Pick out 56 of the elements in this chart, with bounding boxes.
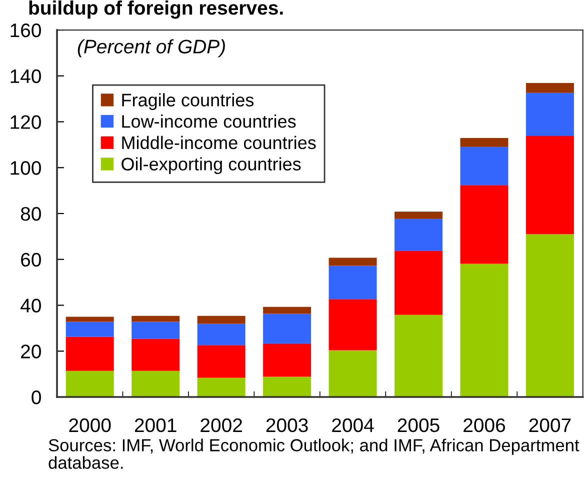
bar — [526, 234, 574, 398]
x-tick-label: 2002 — [200, 418, 242, 432]
x-tick-label: 2006 — [464, 418, 506, 432]
y-tick-label: 60 — [21, 252, 41, 267]
bar — [132, 338, 180, 371]
x-tick-label: 2001 — [134, 418, 176, 432]
x-tick-label: 2000 — [69, 418, 111, 432]
x-tick-label: 2007 — [529, 418, 571, 432]
bar — [460, 146, 508, 186]
bar — [66, 322, 114, 337]
bar — [328, 299, 377, 350]
x-tick-label: 2003 — [266, 418, 308, 432]
bar — [263, 376, 312, 398]
bar — [460, 138, 508, 147]
bar — [460, 185, 508, 264]
y-tick-label: 160 — [10, 23, 41, 38]
bar — [66, 316, 114, 322]
bar — [526, 136, 574, 234]
bar — [460, 264, 508, 398]
bar — [328, 258, 377, 266]
legend-label: Fragile countries — [122, 93, 254, 110]
bar — [394, 250, 442, 315]
bar — [132, 322, 180, 339]
bar — [263, 343, 312, 377]
bar — [197, 378, 246, 398]
x-tick-label: 2005 — [398, 418, 440, 432]
bar — [66, 336, 114, 371]
chart-title: buildup of foreign reserves. — [29, 0, 283, 19]
bar — [263, 314, 312, 344]
bar — [197, 316, 246, 324]
y-tick-label: 40 — [20, 298, 41, 313]
bar — [328, 350, 377, 398]
bar — [132, 370, 180, 398]
legend-label: Oil-exporting countries — [122, 157, 301, 174]
source-note: Sources: IMF, World Economic Outlook; and IMF, African Department database. — [48, 438, 580, 469]
bar — [197, 345, 246, 378]
y-tick-label: 0 — [32, 390, 41, 404]
bar — [263, 306, 312, 314]
x-tick-label: 2004 — [332, 418, 374, 432]
y-tick-label: 100 — [10, 161, 41, 175]
bar — [197, 324, 246, 346]
y-tick-label: 120 — [10, 115, 41, 129]
bar — [394, 218, 442, 251]
annotation: (Percent of GDP) — [78, 39, 225, 58]
y-tick-label: 80 — [20, 206, 41, 221]
y-tick-label: 140 — [10, 69, 41, 84]
bar — [132, 316, 180, 322]
bar — [526, 83, 574, 93]
bar — [394, 212, 442, 219]
legend-label: Low-income countries — [122, 114, 296, 128]
bar — [394, 314, 442, 398]
legend-label: Middle-income countries — [122, 136, 316, 150]
bar — [526, 92, 574, 136]
bar — [66, 370, 114, 398]
bar — [328, 266, 377, 300]
y-tick-label: 20 — [21, 344, 41, 358]
